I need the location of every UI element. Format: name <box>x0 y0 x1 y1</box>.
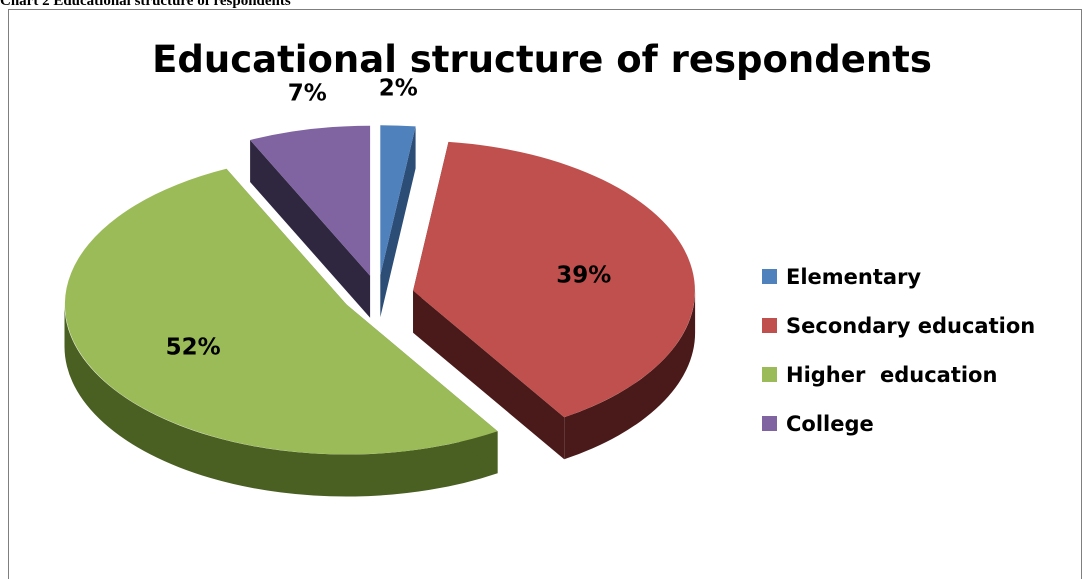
pie-face-elementary-1 <box>380 126 416 318</box>
legend: Elementary Secondary education Higher ed… <box>762 252 1035 448</box>
figure-caption: Chart 2 Educational structure of respond… <box>0 0 291 9</box>
legend-item-college: College <box>762 399 1035 448</box>
pie-slice-higher-education <box>64 168 498 455</box>
data-label-secondary-education: 39% <box>556 263 611 289</box>
legend-item-elementary: Elementary <box>762 252 1035 301</box>
legend-swatch-secondary-education <box>762 318 777 333</box>
pie-slice-elementary <box>380 125 416 276</box>
data-label-higher-education: 52% <box>166 334 221 360</box>
legend-label-elementary: Elementary <box>786 264 922 289</box>
legend-swatch-elementary <box>762 269 777 284</box>
pie-slice-secondary-education <box>413 141 695 418</box>
legend-label-secondary-education: Secondary education <box>786 313 1036 338</box>
legend-swatch-college <box>762 416 777 431</box>
legend-swatch-higher-education <box>762 367 777 382</box>
pie-labels: 2% 39% 52% 7% <box>166 76 612 361</box>
chart-title: Educational structure of respondents <box>152 38 932 81</box>
pie-side-secondary-education <box>564 290 696 460</box>
legend-item-secondary-education: Secondary education <box>762 301 1035 350</box>
pie-face-college-0 <box>250 140 371 318</box>
legend-label-higher-education: Higher education <box>786 362 998 387</box>
data-label-college: 7% <box>288 80 327 106</box>
pie-side-higher-education <box>64 304 498 497</box>
pie-face-secondary-education-1 <box>413 290 565 460</box>
legend-item-higher-education: Higher education <box>762 350 1035 399</box>
legend-label-college: College <box>786 411 874 436</box>
pie-slice-college <box>250 125 371 276</box>
pie-tops <box>64 125 695 455</box>
data-label-elementary: 2% <box>379 76 418 102</box>
